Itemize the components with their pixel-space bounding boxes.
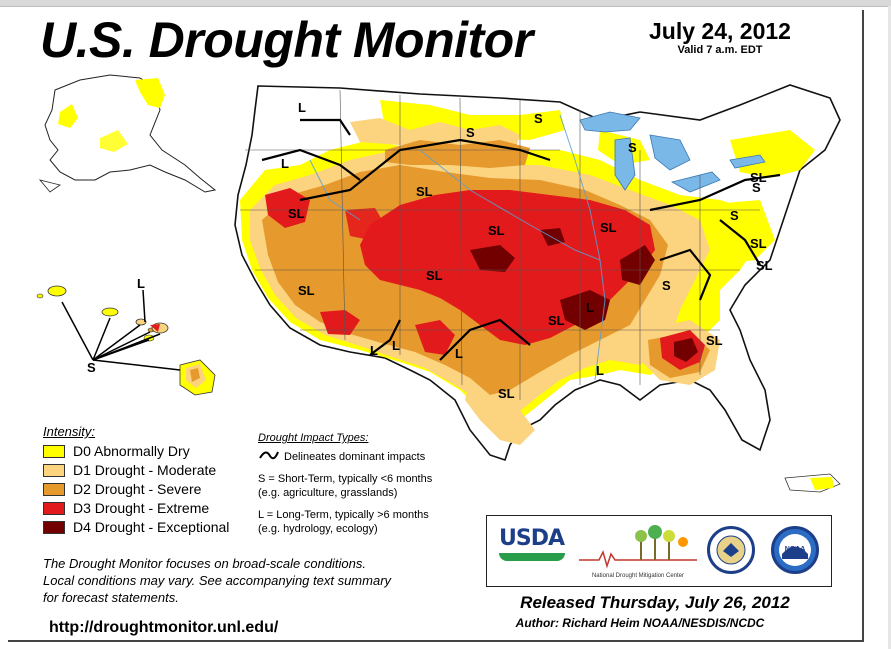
impact-label: SL bbox=[706, 333, 723, 348]
legend-swatch bbox=[43, 463, 65, 477]
impact-label: L bbox=[281, 156, 289, 171]
impact-label: L bbox=[298, 100, 306, 115]
conus-region bbox=[234, 84, 841, 493]
legend-swatch bbox=[43, 501, 65, 515]
legend-label: D2 Drought - Severe bbox=[73, 481, 202, 497]
legend-item-d1: D1 Drought - Moderate bbox=[43, 461, 216, 479]
impact-label: SL bbox=[416, 184, 433, 199]
usda-logo-swoosh bbox=[499, 553, 565, 561]
map-title: U.S. Drought Monitor bbox=[40, 12, 533, 68]
impact-label: SL bbox=[426, 268, 443, 283]
impact-long-term: L = Long-Term, typically >6 months bbox=[258, 509, 429, 521]
usda-logo: USDA bbox=[499, 526, 565, 561]
legend-item-d0: D0 Abnormally Dry bbox=[43, 442, 190, 460]
legend-item-d2: D2 Drought - Severe bbox=[43, 480, 201, 498]
hawaii-impact-label: S bbox=[87, 360, 96, 375]
commerce-seal-icon bbox=[707, 526, 755, 574]
impact-label: S bbox=[662, 278, 671, 293]
frame-right-rule bbox=[862, 10, 864, 642]
legend-label: D0 Abnormally Dry bbox=[73, 443, 190, 459]
legend-label: D4 Drought - Exceptional bbox=[73, 519, 230, 535]
impact-delineates: Delineates dominant impacts bbox=[284, 451, 426, 463]
impact-label: SL bbox=[756, 258, 773, 273]
alaska-region bbox=[38, 74, 217, 193]
impact-label: S bbox=[534, 111, 543, 126]
legend-label: D3 Drought - Extreme bbox=[73, 500, 210, 516]
impact-label: S bbox=[628, 140, 637, 155]
window-top-bar bbox=[0, 0, 891, 7]
impact-short-term: S = Short-Term, typically <6 months bbox=[258, 473, 433, 485]
impact-label: L bbox=[392, 338, 400, 353]
impact-line-sample bbox=[259, 451, 279, 460]
release-date: Released Thursday, July 26, 2012 bbox=[520, 593, 790, 612]
hawaii-impact-label: L bbox=[137, 276, 145, 291]
impact-label: L bbox=[596, 363, 604, 378]
impact-label: S bbox=[730, 208, 739, 223]
impact-label: SL bbox=[488, 223, 505, 238]
impact-long-term-example: (e.g. hydrology, ecology) bbox=[258, 523, 378, 535]
hawaii-region bbox=[36, 285, 216, 396]
frame-bottom-rule bbox=[8, 640, 862, 642]
ndmc-logo-graphic bbox=[579, 525, 697, 569]
impact-label: L bbox=[586, 300, 594, 315]
impact-types-title: Drought Impact Types: bbox=[258, 432, 369, 444]
legend-item-d3: D3 Drought - Extreme bbox=[43, 499, 209, 517]
impact-boundaries bbox=[261, 118, 781, 361]
footnote-line: Local conditions may vary. See accompany… bbox=[43, 573, 392, 588]
noaa-seal-icon: NOAA bbox=[771, 526, 819, 574]
impact-label: L bbox=[370, 343, 378, 358]
impact-label: SL bbox=[298, 283, 315, 298]
impact-label: L bbox=[455, 346, 463, 361]
legend-swatch bbox=[43, 482, 65, 496]
ndmc-logo: National Drought Mitigation Center bbox=[579, 524, 697, 579]
impact-label: SL bbox=[288, 206, 305, 221]
legend-item-d4: D4 Drought - Exceptional bbox=[43, 518, 229, 536]
impact-label: SL bbox=[498, 386, 515, 401]
impact-label: SL bbox=[600, 220, 617, 235]
impact-label: S bbox=[466, 125, 475, 140]
footnote-line: for forecast statements. bbox=[43, 590, 179, 605]
author-credit: Author: Richard Heim NOAA/NESDIS/NCDC bbox=[515, 616, 765, 630]
impact-label: SL bbox=[548, 313, 565, 328]
impact-label: SL bbox=[750, 236, 767, 251]
valid-time: Valid 7 a.m. EDT bbox=[677, 44, 763, 56]
ndmc-logo-text: National Drought Mitigation Center bbox=[591, 573, 685, 579]
impact-label: SL bbox=[750, 170, 767, 185]
noaa-seal-text: NOAA bbox=[785, 546, 806, 553]
footnote: The Drought Monitor focuses on broad-sca… bbox=[43, 555, 473, 606]
map-date: July 24, 2012 bbox=[649, 18, 791, 44]
legend-swatch bbox=[43, 444, 65, 458]
impact-label: S bbox=[752, 180, 761, 195]
legend-swatch bbox=[43, 520, 65, 534]
footnote-line: The Drought Monitor focuses on broad-sca… bbox=[43, 556, 367, 571]
agency-logos: USDA National Drought Mitigation Center bbox=[486, 515, 832, 587]
legend-label: D1 Drought - Moderate bbox=[73, 462, 217, 478]
window-right-edge bbox=[888, 6, 891, 649]
impact-short-term-example: (e.g. agriculture, grasslands) bbox=[258, 487, 398, 499]
website-link[interactable]: http://droughtmonitor.unl.edu/ bbox=[49, 619, 279, 636]
usda-logo-text: USDA bbox=[499, 526, 565, 551]
legend-title: Intensity: bbox=[43, 424, 96, 439]
